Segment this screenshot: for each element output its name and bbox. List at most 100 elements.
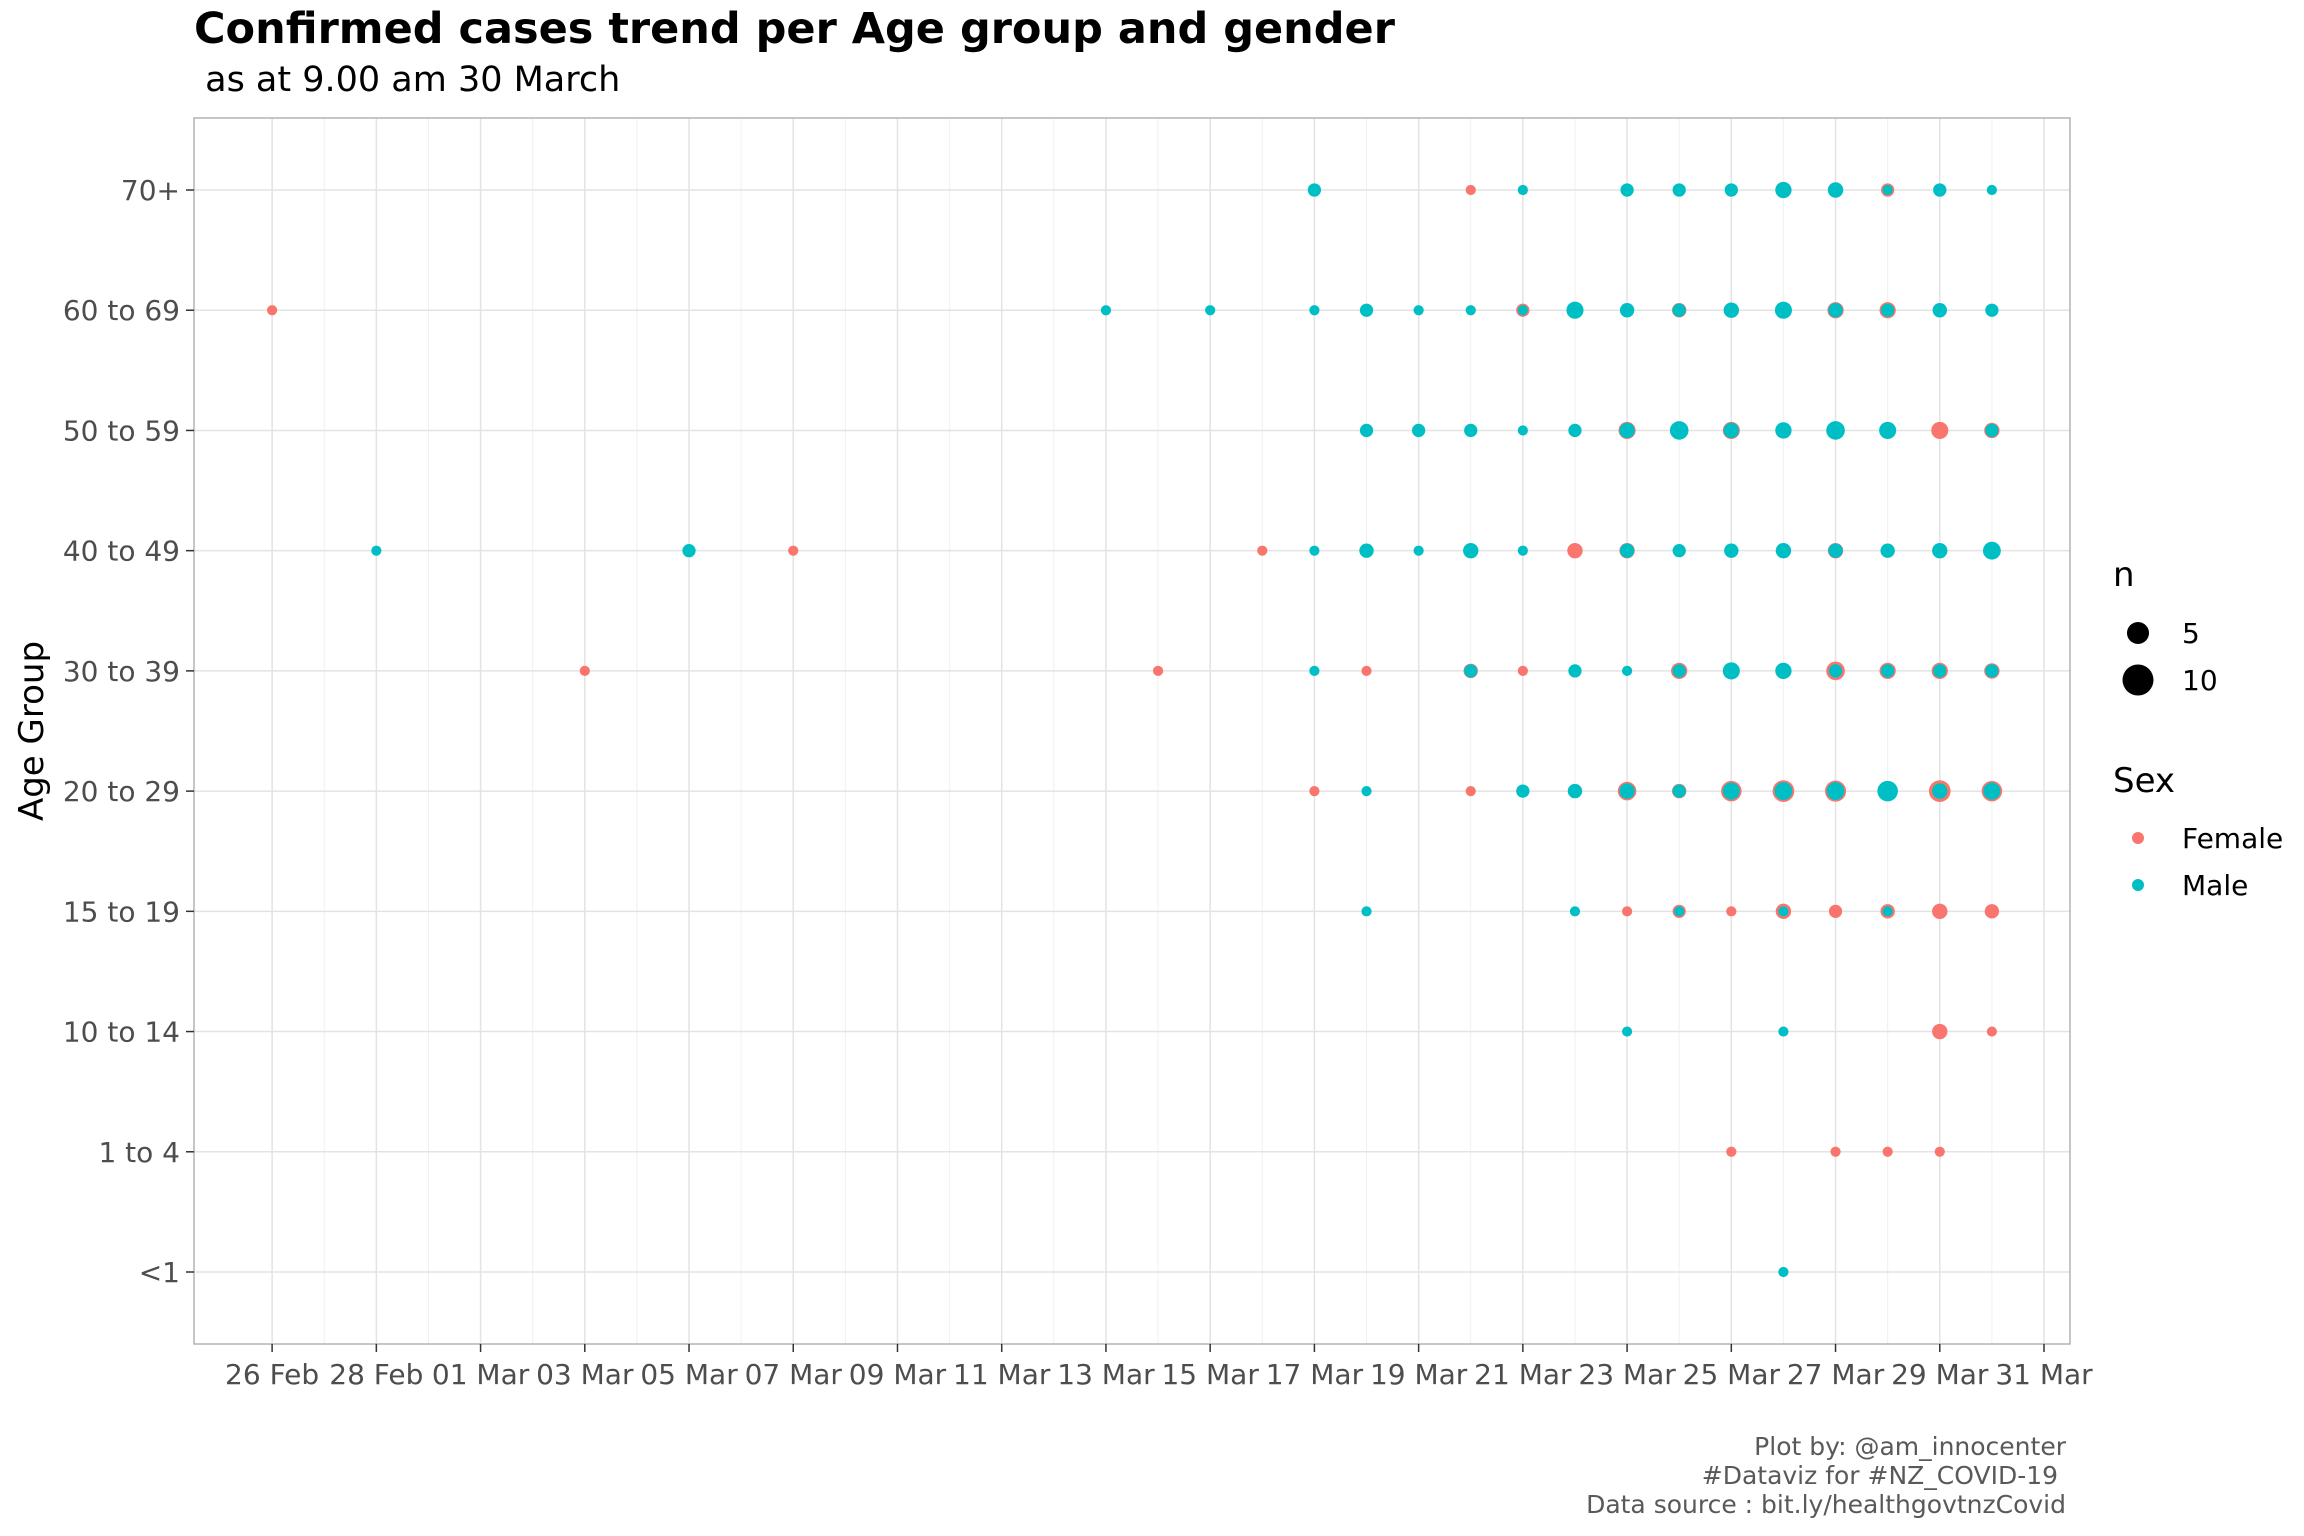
- point-female: [1726, 1146, 1737, 1157]
- point-male: [1932, 542, 1948, 559]
- point-male: [1774, 782, 1793, 801]
- point-male: [1568, 423, 1582, 438]
- point-male: [1826, 782, 1845, 801]
- x-tick-label: 17 Mar: [1266, 1358, 1364, 1391]
- point-male: [1985, 664, 1999, 678]
- point-male: [1827, 182, 1844, 198]
- point-female: [1257, 545, 1268, 556]
- point-male: [1205, 305, 1216, 316]
- point-male: [1619, 422, 1635, 439]
- point-male: [1986, 184, 1997, 196]
- point-male: [1775, 662, 1792, 680]
- point-male: [1983, 782, 2001, 800]
- size-legend-label-10: 10: [2182, 664, 2218, 697]
- x-tick-label: 01 Mar: [432, 1358, 530, 1391]
- point-male: [1516, 784, 1530, 798]
- point-male: [1413, 545, 1424, 556]
- legend-label-female: Female: [2182, 822, 2283, 855]
- point-male: [1778, 1026, 1789, 1037]
- point-male: [1413, 305, 1424, 316]
- y-tick-label: 15 to 19: [63, 895, 180, 928]
- point-male: [1621, 1026, 1633, 1037]
- point-male: [1100, 305, 1112, 316]
- point-male: [1985, 423, 1999, 438]
- y-tick-label: 40 to 49: [63, 535, 180, 568]
- point-male: [1359, 543, 1374, 558]
- size-legend-key-10: [2122, 664, 2154, 696]
- point-male: [1307, 183, 1322, 197]
- point-male: [1309, 545, 1320, 556]
- point-male: [1359, 423, 1374, 438]
- size-legend-title: n: [2113, 555, 2135, 595]
- point-female: [579, 665, 590, 676]
- point-male: [1517, 184, 1528, 196]
- point-male: [1517, 545, 1528, 556]
- point-male: [1933, 183, 1947, 197]
- chart-caption: Plot by: @am_innocenter #Dataviz for #NZ…: [1586, 1432, 2066, 1519]
- point-female: [267, 305, 278, 316]
- point-male: [1778, 906, 1789, 917]
- point-male: [1359, 303, 1374, 317]
- x-tick-label: 05 Mar: [640, 1358, 738, 1391]
- point-male: [1672, 544, 1686, 558]
- caption-author: Plot by: @am_innocenter: [1754, 1432, 2066, 1461]
- point-male: [1411, 423, 1426, 438]
- point-male: [1881, 303, 1895, 317]
- color-legend-title: Sex: [2113, 761, 2175, 801]
- point-male: [1880, 543, 1895, 558]
- point-female: [1361, 665, 1372, 676]
- y-tick-label: 70+: [121, 174, 180, 207]
- point-female: [1931, 421, 1949, 440]
- point-male: [1672, 784, 1686, 798]
- y-axis: <1 1 to 4 10 to 14 15 to 19 20 to 29 30 to 39…: [63, 174, 194, 1289]
- data-points: [267, 181, 2003, 1278]
- point-male: [1309, 305, 1320, 316]
- point-male: [1932, 783, 1948, 799]
- point-male: [1881, 664, 1895, 678]
- plot-panel-border: [193, 117, 2071, 1345]
- point-male: [1465, 305, 1476, 316]
- point-male: [1672, 183, 1686, 197]
- point-male: [1620, 183, 1634, 197]
- point-male: [1619, 303, 1635, 318]
- point-male: [1932, 303, 1947, 318]
- x-axis: 26 Feb 28 Feb 01 Mar 03 Mar 05 Mar 07 Mar 09 M…: [225, 1344, 2093, 1391]
- x-tick-label: 27 Mar: [1787, 1358, 1885, 1391]
- point-female: [1986, 1026, 1997, 1037]
- point-male: [1933, 664, 1947, 678]
- point-male: [1982, 541, 2001, 560]
- point-male: [1723, 302, 1740, 318]
- point-male: [1517, 425, 1528, 436]
- point-female: [1932, 1023, 1948, 1040]
- point-female: [1309, 786, 1320, 797]
- legend-key-male: [2132, 879, 2144, 891]
- chart-title: Confirmed cases trend per Age group and …: [194, 4, 1395, 54]
- point-male: [371, 545, 382, 556]
- minor-gridlines: [323, 118, 1993, 1344]
- point-female: [1517, 665, 1528, 676]
- point-male: [1775, 181, 1792, 199]
- point-female: [1726, 906, 1737, 917]
- x-tick-label: 26 Feb: [225, 1358, 319, 1391]
- point-male: [1778, 1266, 1789, 1278]
- point-female: [1828, 904, 1843, 918]
- y-tick-label: 20 to 29: [63, 775, 180, 808]
- point-male: [1361, 906, 1372, 917]
- y-tick-label: 10 to 14: [63, 1016, 180, 1049]
- point-male: [1672, 303, 1686, 317]
- caption-dataviz-tag: #Dataviz for #NZ_COVID-19: [1701, 1461, 2066, 1490]
- y-axis-title: Age Group: [12, 641, 52, 821]
- point-female: [1934, 1146, 1945, 1157]
- point-male: [1828, 303, 1843, 318]
- point-male: [1724, 183, 1738, 197]
- point-male: [1517, 305, 1528, 316]
- x-tick-label: 31 Mar: [1995, 1358, 2093, 1391]
- point-male: [1464, 423, 1478, 438]
- x-tick-label: 13 Mar: [1057, 1358, 1155, 1391]
- point-male: [1723, 422, 1740, 439]
- legend-label-male: Male: [2182, 869, 2248, 902]
- y-tick-label: 30 to 39: [63, 655, 180, 688]
- point-male: [1619, 543, 1635, 558]
- y-tick-label: 60 to 69: [63, 294, 180, 327]
